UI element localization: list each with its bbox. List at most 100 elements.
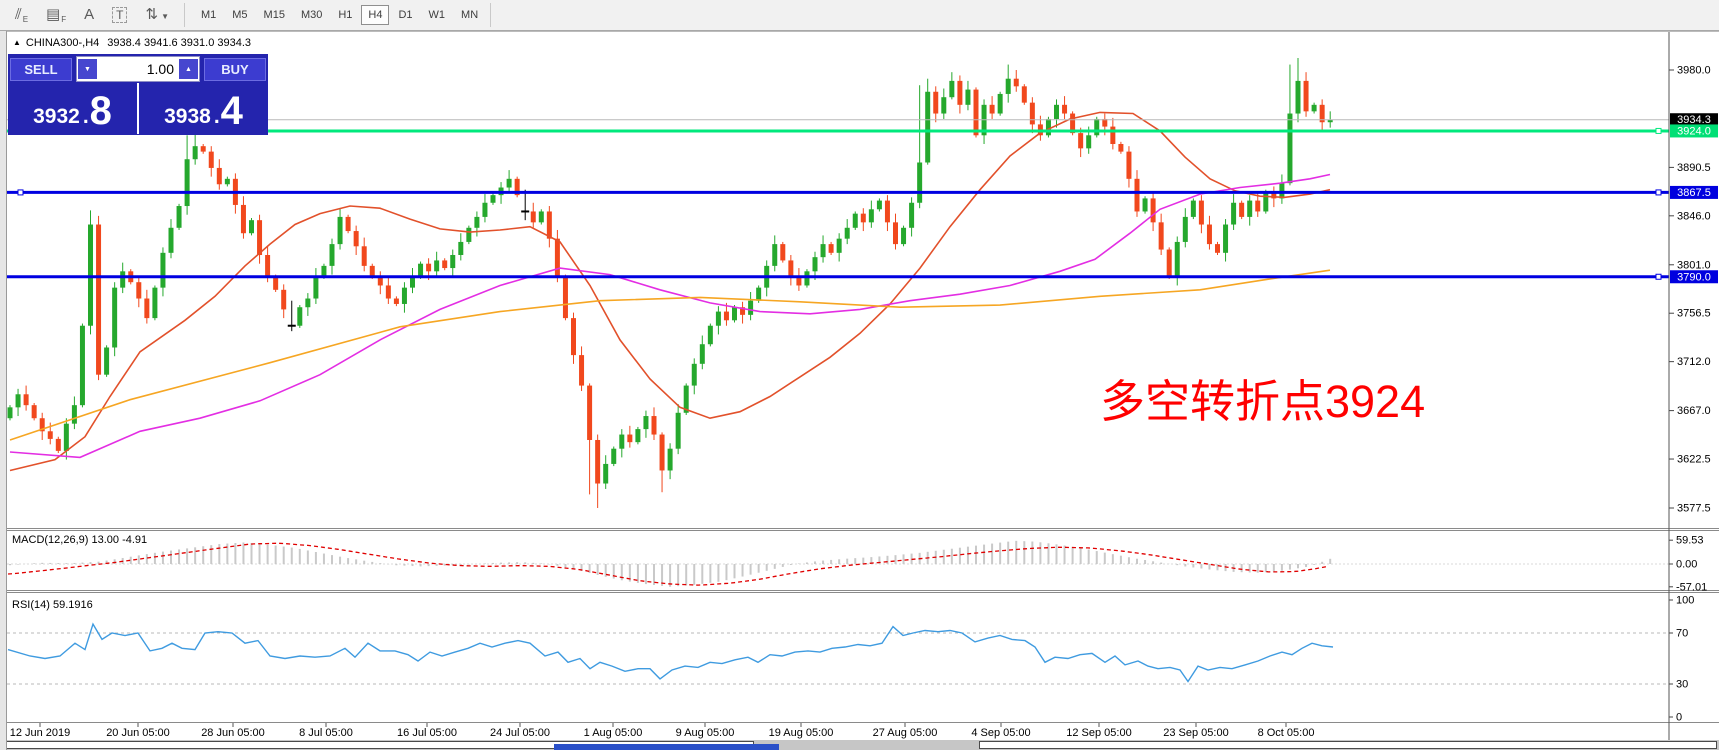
timeframe-button-M1[interactable]: M1 bbox=[200, 9, 217, 21]
time-tick-label: 4 Sep 05:00 bbox=[971, 727, 1030, 739]
buy-price-display[interactable]: 3938 . 4 bbox=[139, 83, 268, 134]
collapse-arrow-icon[interactable]: ▲ bbox=[13, 38, 21, 47]
subwindow-edge-blue bbox=[554, 744, 779, 750]
toolbar: ⫽ E ▤ F A T ⇅ ▼ M1 M5 M15 M30 H1 H4 D1 W1 MN bbox=[0, 0, 1719, 31]
toolbar-divider bbox=[183, 3, 185, 27]
price-axis[interactable]: 3980.0 3890.5 3846.0 3801.0 3756.5 3712.0 3667… bbox=[1669, 65, 1718, 515]
time-tick-label: 27 Aug 05:00 bbox=[873, 727, 938, 739]
rsi-value: 59.1916 bbox=[52, 599, 93, 611]
time-tick-label: 23 Sep 05:00 bbox=[1163, 727, 1228, 739]
timeframe-button-MN[interactable]: MN bbox=[461, 9, 479, 21]
buy-price-dec: 4 bbox=[220, 89, 243, 133]
price-badge-text: 3867.5 bbox=[1677, 187, 1711, 199]
toolbar-divider-2 bbox=[490, 3, 492, 27]
timeframe-button-M15[interactable]: M15 bbox=[263, 9, 285, 21]
sell-price-int: 3932 bbox=[33, 105, 80, 128]
level-handle-right-3867.5[interactable] bbox=[1655, 189, 1662, 196]
time-tick-label: 28 Jun 05:00 bbox=[201, 727, 265, 739]
text-tool-icon[interactable]: A bbox=[84, 5, 95, 23]
timeframe-button-M5[interactable]: M5 bbox=[232, 9, 248, 21]
ma-slow-line bbox=[9, 269, 1331, 441]
ma-mid-line bbox=[9, 173, 1331, 459]
time-tick-label: 1 Aug 05:00 bbox=[584, 727, 643, 739]
sell-price-dec: 8 bbox=[89, 89, 112, 133]
time-tick-label: 19 Aug 05:00 bbox=[769, 727, 834, 739]
macd-label: MACD(12,26,9) 13.00 -4.91 bbox=[12, 534, 147, 546]
level-handle-left-3867.5[interactable] bbox=[17, 189, 24, 196]
price-badge-3867.5 bbox=[1670, 185, 1718, 199]
macd-signal-value: -4.91 bbox=[122, 534, 148, 546]
time-tick-label: 12 Jun 2019 bbox=[10, 727, 71, 739]
price-badge-text: 3934.3 bbox=[1677, 114, 1711, 126]
macd-signal-line bbox=[7, 542, 1329, 586]
time-tick-label: 8 Jul 05:00 bbox=[299, 727, 353, 739]
buy-button[interactable]: BUY bbox=[204, 57, 266, 81]
fibo-channel-tool-icon[interactable]: ⫽ E bbox=[15, 5, 29, 24]
chart-title: ▲ CHINA300-,H4 3938.4 3941.6 3931.0 3934.3 bbox=[13, 37, 251, 49]
chart-plot-area[interactable] bbox=[7, 32, 1669, 527]
rsi-axis-label: 70 bbox=[1676, 628, 1688, 640]
timeframe-button-H1[interactable]: H1 bbox=[338, 9, 353, 21]
rsi-axis-label: 100 bbox=[1676, 595, 1694, 607]
price-badge-3924.0 bbox=[1670, 124, 1718, 138]
rsi-name: RSI(14) bbox=[12, 599, 50, 611]
buy-price-sep: . bbox=[213, 105, 220, 128]
time-axis[interactable]: 12 Jun 2019 20 Jun 05:00 28 Jun 05:00 8 Jul… bbox=[10, 723, 1315, 739]
timeframe-button-H4[interactable]: H4 bbox=[361, 5, 390, 25]
chart-text-annotation[interactable]: 多空转折点3924 bbox=[1100, 376, 1426, 427]
macd-axis-label: -57.01 bbox=[1676, 581, 1707, 593]
time-tick-label: 12 Sep 05:00 bbox=[1066, 727, 1131, 739]
volume-increase-button[interactable]: ▲ bbox=[179, 59, 198, 79]
timeframe-button-D1[interactable]: D1 bbox=[398, 9, 413, 21]
macd-axis-label: 0.00 bbox=[1676, 559, 1697, 571]
time-tick-label: 24 Jul 05:00 bbox=[490, 727, 550, 739]
time-tick-label: 16 Jul 05:00 bbox=[397, 727, 457, 739]
macd-plot-area[interactable] bbox=[7, 531, 1669, 590]
price-tick-label: 3890.5 bbox=[1677, 162, 1711, 174]
rsi-axis-label: 30 bbox=[1676, 679, 1688, 691]
time-tick-label: 8 Oct 05:00 bbox=[1258, 727, 1315, 739]
subwindow-edge-right bbox=[979, 741, 1717, 749]
rsi-axis-label: 0 bbox=[1676, 712, 1682, 724]
level-handle-right-3924[interactable] bbox=[1655, 127, 1662, 134]
buy-price-int: 3938 bbox=[164, 105, 211, 128]
price-tick-label: 3712.0 bbox=[1677, 356, 1711, 368]
timeframes-group: M1 M5 M15 M30 H1 H4 D1 W1 MN bbox=[193, 5, 486, 25]
one-click-trading-panel: SELL ▼ ▲ BUY 3932 . 8 3938 . 4 bbox=[8, 54, 268, 135]
time-tick-label: 9 Aug 05:00 bbox=[676, 727, 735, 739]
price-badge-3934.3 bbox=[1670, 113, 1718, 127]
price-badge-3790.0 bbox=[1670, 270, 1718, 284]
volume-input[interactable] bbox=[98, 60, 178, 78]
text-label-tool-icon[interactable]: T bbox=[105, 5, 134, 26]
price-tick-label: 3846.0 bbox=[1677, 210, 1711, 222]
macd-name: MACD(12,26,9) bbox=[12, 534, 89, 546]
price-tick-label: 3667.0 bbox=[1677, 405, 1711, 417]
arrows-tool-icon[interactable]: ⇅ ▼ bbox=[145, 5, 169, 23]
volume-decrease-button[interactable]: ▼ bbox=[78, 59, 97, 79]
window-bottom-edge bbox=[0, 740, 1719, 750]
timeframe-button-M30[interactable]: M30 bbox=[300, 9, 323, 21]
level-handle-right-3790[interactable] bbox=[1655, 273, 1662, 280]
price-tick-label: 3801.0 bbox=[1677, 259, 1711, 271]
fibo-retracement-tool-icon[interactable]: ▤ F bbox=[46, 5, 67, 24]
symbol-label: CHINA300-,H4 bbox=[25, 37, 100, 49]
sell-button[interactable]: SELL bbox=[10, 57, 72, 81]
volume-stepper: ▼ ▲ bbox=[76, 56, 200, 82]
timeframe-button-W1[interactable]: W1 bbox=[428, 9, 446, 21]
drawing-tools-group: ⫽ E ▤ F A T ⇅ ▼ bbox=[8, 5, 180, 26]
price-badge-text: 3924.0 bbox=[1677, 125, 1711, 137]
window-left-edge bbox=[0, 31, 7, 750]
rsi-label: RSI(14) 59.1916 bbox=[12, 599, 93, 611]
ohlc-values: 3938.4 3941.6 3931.0 3934.3 bbox=[107, 37, 252, 49]
macd-main-value: 13.00 bbox=[91, 534, 120, 546]
price-tick-label: 3756.5 bbox=[1677, 308, 1711, 320]
price-badge-text: 3790.0 bbox=[1677, 271, 1711, 283]
macd-axis-label: 59.53 bbox=[1676, 535, 1704, 547]
price-tick-label: 3980.0 bbox=[1677, 65, 1711, 77]
rsi-plot-area[interactable] bbox=[7, 593, 1669, 722]
sell-price-sep: . bbox=[82, 105, 89, 128]
indicator-axes: 59.53 0.00 -57.01 100 70 30 0 bbox=[1669, 535, 1707, 724]
time-tick-label: 20 Jun 05:00 bbox=[106, 727, 170, 739]
sell-price-display[interactable]: 3932 . 8 bbox=[8, 83, 137, 134]
price-tick-label: 3622.5 bbox=[1677, 454, 1711, 466]
